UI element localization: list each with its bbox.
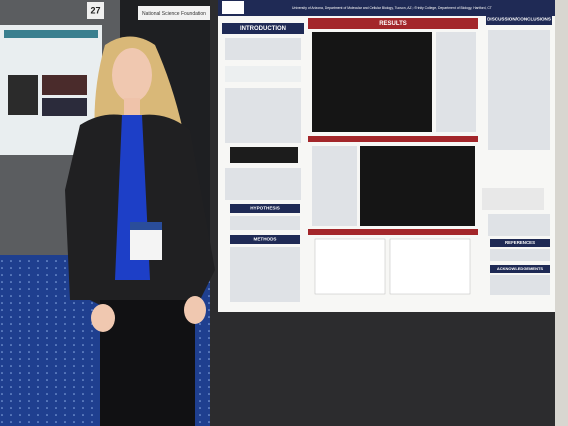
- section-header: [230, 235, 300, 244]
- right-edge: [555, 0, 568, 426]
- text-block: [225, 38, 301, 60]
- section-header: [486, 14, 552, 25]
- poster-header: [218, 0, 555, 16]
- section-title: METHODS: [254, 237, 277, 242]
- subheader: [308, 229, 478, 235]
- hand: [184, 296, 206, 324]
- figure: [360, 146, 475, 226]
- section-title: RESULTS: [379, 21, 407, 27]
- section-header: [308, 18, 478, 29]
- text-block: [230, 247, 300, 302]
- section-title: ACKNOWLEDGEMENTS: [497, 266, 544, 271]
- text-block: [225, 168, 301, 200]
- section-header: [222, 23, 304, 34]
- text-block: [488, 214, 550, 236]
- booth-sign: [87, 2, 104, 19]
- text-block: [225, 88, 301, 143]
- neck: [124, 98, 140, 116]
- figure: [482, 188, 544, 210]
- person: [65, 36, 215, 426]
- text-block: [312, 146, 357, 226]
- diagram: [225, 66, 301, 82]
- section-header: [230, 204, 300, 213]
- neighbor-figure: [42, 75, 87, 95]
- section-title: HYPOTHESIS: [250, 206, 280, 211]
- neighbor-header: [4, 30, 98, 38]
- section-header: [490, 239, 550, 247]
- figure: [312, 32, 432, 132]
- text-block: [436, 32, 476, 132]
- neighbor-figure: [8, 75, 38, 115]
- neighbor-figure: [42, 98, 87, 116]
- section-title: DISCUSSION/CONCLUSIONS: [487, 17, 551, 22]
- section-title: REFERENCES: [505, 240, 535, 245]
- subheader: [308, 136, 478, 142]
- text-block: [490, 249, 550, 261]
- pants: [100, 300, 195, 426]
- section-title: INTRODUCTION: [240, 26, 286, 32]
- poster-affiliation: University of Arizona, Department of Mol…: [292, 6, 492, 10]
- logo: [222, 1, 244, 14]
- banner: [138, 6, 210, 20]
- hand: [91, 304, 115, 332]
- booth-number: 27: [90, 5, 100, 15]
- section-header: [490, 265, 550, 273]
- face: [112, 48, 152, 102]
- text-block: [230, 216, 300, 230]
- chart-figure: [314, 238, 386, 295]
- chart-figure: [389, 238, 471, 295]
- banner-text: National Science Foundation: [142, 11, 206, 17]
- text-block: [488, 30, 550, 150]
- badge-header: [130, 222, 162, 230]
- figure: [230, 147, 298, 163]
- text-block: [490, 275, 550, 295]
